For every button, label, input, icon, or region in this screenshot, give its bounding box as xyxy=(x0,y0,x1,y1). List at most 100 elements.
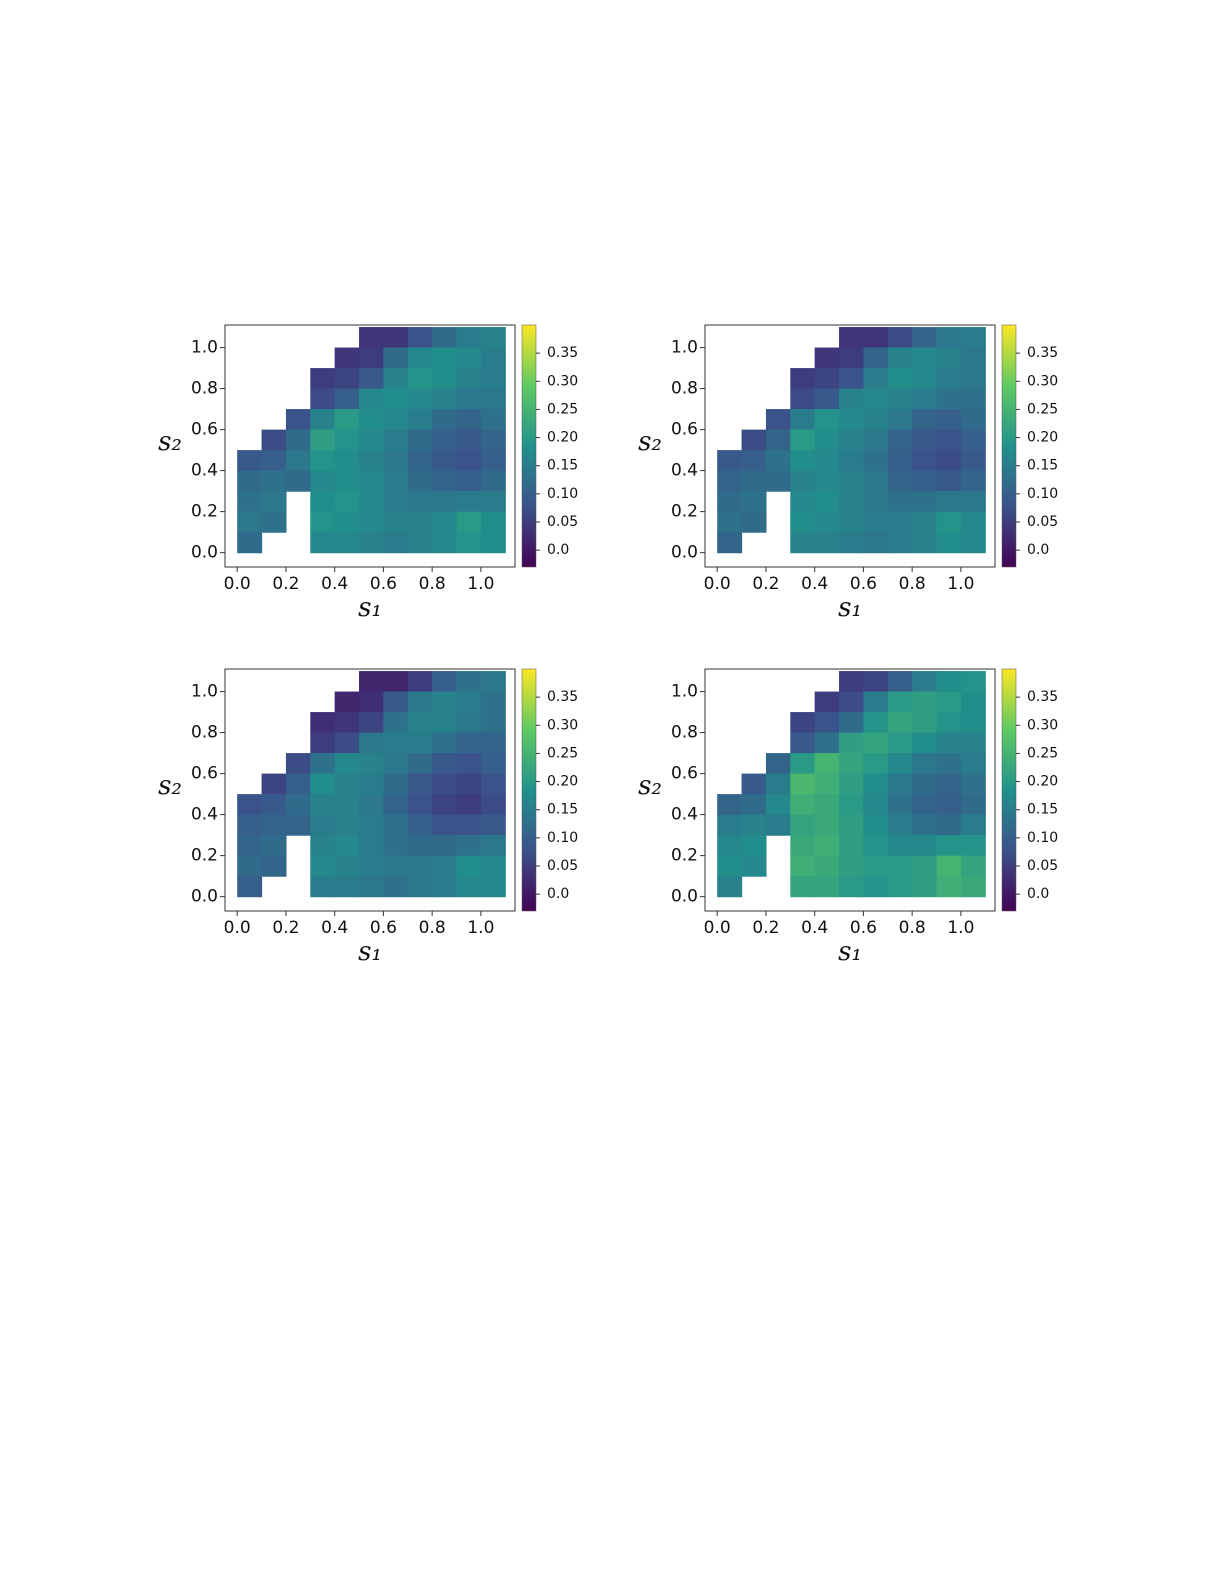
cell-point xyxy=(912,368,938,390)
cell-point xyxy=(863,470,889,492)
x-tick-label: 0.0 xyxy=(704,918,731,938)
cell-point xyxy=(960,753,986,775)
cell-point xyxy=(432,671,458,693)
cell-point xyxy=(334,753,360,775)
cell-point xyxy=(334,409,360,431)
cell-point xyxy=(285,470,311,492)
cell-point xyxy=(863,409,889,431)
cell-point xyxy=(936,532,962,554)
y-tick-label: 1.0 xyxy=(671,682,698,702)
y-tick-label: 0.4 xyxy=(671,461,698,481)
cell-point xyxy=(887,532,913,554)
y-tick-label: 0.4 xyxy=(191,461,218,481)
cell-point xyxy=(887,794,913,816)
x-tick-label: 0.4 xyxy=(801,574,828,594)
cell-point xyxy=(383,712,409,734)
cell-point xyxy=(839,732,865,754)
cell-point xyxy=(480,470,506,492)
cell-point xyxy=(814,511,840,533)
cell-point xyxy=(407,814,433,836)
cell-point xyxy=(839,855,865,877)
cell-point xyxy=(237,814,263,836)
cell-point xyxy=(383,732,409,754)
cell-point xyxy=(456,794,482,816)
cell-point xyxy=(839,532,865,554)
cell-point xyxy=(359,327,385,349)
cell-point xyxy=(814,712,840,734)
y-tick-label: 0.6 xyxy=(191,420,218,440)
y-axis-label: s₂ xyxy=(158,771,182,801)
cell-point xyxy=(261,773,287,795)
cell-point xyxy=(334,794,360,816)
cell-point xyxy=(863,876,889,898)
cell-point xyxy=(310,814,336,836)
cell-point xyxy=(285,409,311,431)
cell-point xyxy=(887,429,913,451)
cell-point xyxy=(790,712,816,734)
cell-point xyxy=(814,450,840,472)
cell-point xyxy=(887,368,913,390)
x-tick-label: 0.4 xyxy=(321,918,348,938)
cell-point xyxy=(887,732,913,754)
cell-point xyxy=(261,429,287,451)
cell-point xyxy=(839,511,865,533)
cell-point xyxy=(887,409,913,431)
cell-point xyxy=(237,470,263,492)
cell-point xyxy=(456,347,482,369)
cell-point xyxy=(912,835,938,857)
cell-point xyxy=(741,429,767,451)
cell-point xyxy=(839,327,865,349)
cell-point xyxy=(359,491,385,513)
cell-point xyxy=(936,814,962,836)
cell-point xyxy=(912,429,938,451)
cell-point xyxy=(839,470,865,492)
y-tick-label: 0.8 xyxy=(671,723,698,743)
cell-point xyxy=(741,814,767,836)
x-tick-label: 1.0 xyxy=(947,918,974,938)
cell-point xyxy=(814,368,840,390)
x-axis-label: s₁ xyxy=(838,593,862,623)
cell-point xyxy=(407,691,433,713)
cell-point xyxy=(359,429,385,451)
cell-point xyxy=(359,753,385,775)
cell-point xyxy=(480,691,506,713)
y-axis-label: s₂ xyxy=(638,771,662,801)
cell-point xyxy=(383,753,409,775)
cell-point xyxy=(285,773,311,795)
cell-point xyxy=(480,368,506,390)
colorbar-tick-label: 0.30 xyxy=(547,717,578,733)
cell-point xyxy=(456,835,482,857)
colorbar-tick-label: 0.30 xyxy=(1027,717,1058,733)
cell-point xyxy=(863,388,889,410)
cell-point xyxy=(334,691,360,713)
colorbar-tick-label: 0.15 xyxy=(1027,458,1058,474)
cell-point xyxy=(839,409,865,431)
cell-point xyxy=(383,470,409,492)
cell-point xyxy=(359,532,385,554)
cell-point xyxy=(383,855,409,877)
y-tick-label: 0.0 xyxy=(191,887,218,907)
y-tick-label: 0.0 xyxy=(671,887,698,907)
cell-point xyxy=(936,491,962,513)
cell-point xyxy=(912,409,938,431)
cell-point xyxy=(310,388,336,410)
y-tick-label: 0.4 xyxy=(191,805,218,825)
cell-point xyxy=(383,429,409,451)
colorbar-tick-label: 0.05 xyxy=(1027,514,1058,530)
colorbar-tick-label: 0.05 xyxy=(547,514,578,530)
cell-point xyxy=(912,491,938,513)
colorbar-tick-label: 0.0 xyxy=(547,886,569,902)
cell-point xyxy=(456,470,482,492)
cell-point xyxy=(863,794,889,816)
cell-point xyxy=(814,835,840,857)
cell-point xyxy=(407,409,433,431)
cell-point xyxy=(334,388,360,410)
cell-point xyxy=(887,347,913,369)
cell-point xyxy=(912,470,938,492)
y-tick-label: 0.4 xyxy=(671,805,698,825)
y-axis-label: s₂ xyxy=(638,427,662,457)
cell-point xyxy=(310,876,336,898)
cell-point xyxy=(839,347,865,369)
cell-point xyxy=(814,491,840,513)
cell-point xyxy=(960,732,986,754)
